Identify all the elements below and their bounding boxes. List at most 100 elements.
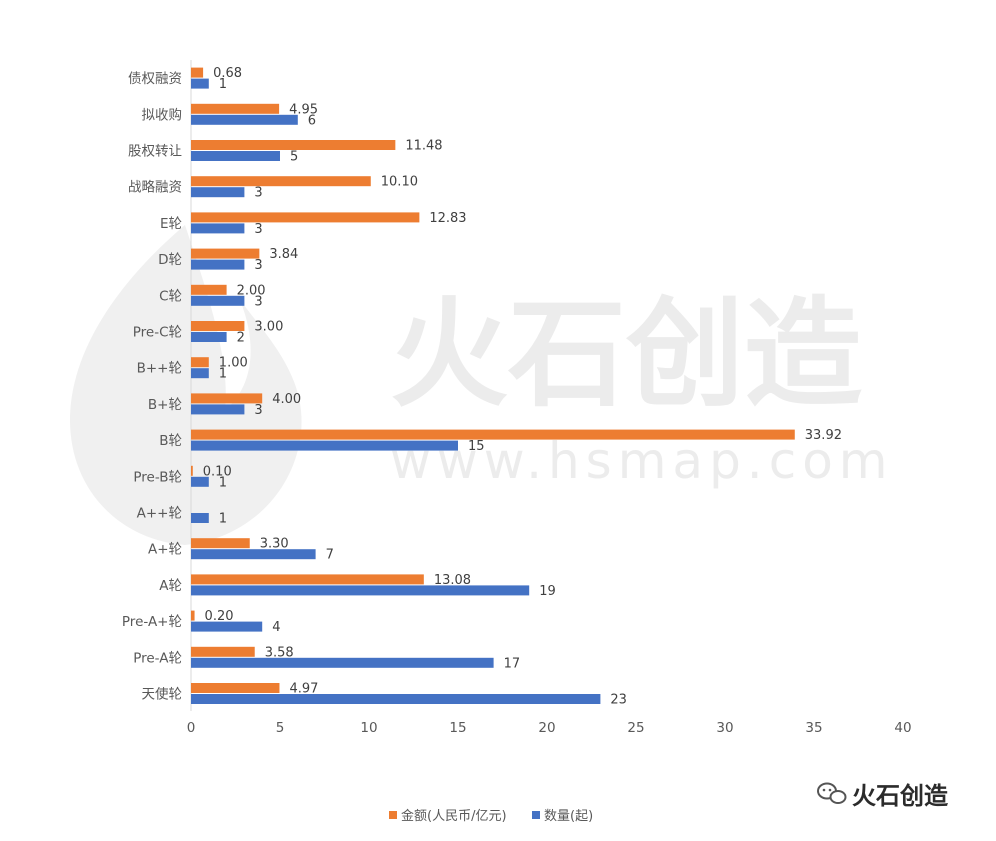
bar-amount	[191, 284, 227, 295]
data-label-amount: 1.00	[219, 356, 248, 371]
category-label: 拟收购	[142, 107, 183, 123]
data-label-count: 7	[326, 548, 334, 563]
data-label-count: 1	[219, 475, 227, 490]
category-label: 股权转让	[128, 143, 182, 160]
category-label: B++轮	[137, 361, 182, 377]
data-label-count: 1	[219, 512, 227, 527]
x-tick-label: 20	[538, 720, 555, 736]
category-label: Pre-A+轮	[122, 614, 182, 630]
data-label-count: 5	[290, 150, 298, 165]
data-label-amount: 3.30	[260, 537, 289, 552]
bar-count	[191, 187, 245, 198]
data-label-amount: 0.20	[205, 609, 234, 624]
category-label: Pre-A轮	[133, 650, 182, 666]
data-label-count: 3	[254, 403, 262, 418]
category-label: A+轮	[148, 542, 182, 558]
bar-count	[191, 259, 245, 270]
bar-amount	[191, 67, 204, 78]
bar-amount	[191, 357, 209, 368]
category-label: 债权融资	[128, 70, 182, 87]
bar-count	[191, 368, 209, 379]
data-label-count: 15	[468, 439, 485, 454]
data-label-amount: 3.00	[254, 320, 283, 335]
bar-count	[191, 476, 209, 487]
brand-text: 火石创造	[852, 782, 948, 810]
watermark-url: www.hsmap.com	[390, 432, 894, 490]
brand: 火石创造	[817, 782, 948, 810]
bar-amount	[191, 429, 795, 440]
bars	[191, 67, 795, 704]
legend-label: 数量(起)	[544, 809, 593, 824]
category-label: Pre-B轮	[133, 469, 182, 485]
bar-amount	[191, 465, 193, 476]
data-label-count: 3	[254, 258, 262, 273]
bar-count	[191, 513, 209, 523]
data-label-count: 6	[308, 113, 316, 128]
watermark: 火石创造 www.hsmap.com	[70, 225, 894, 545]
category-label: D轮	[158, 252, 182, 268]
data-label-count: 3	[254, 294, 262, 309]
category-label: Pre-C轮	[133, 325, 182, 341]
x-tick-label: 25	[627, 720, 644, 736]
data-label-amount: 12.83	[429, 211, 466, 226]
data-label-count: 4	[272, 620, 280, 635]
bar-amount	[191, 683, 280, 693]
bar-amount	[191, 212, 420, 223]
bar-count	[191, 404, 245, 415]
bar-count	[191, 78, 209, 89]
bar-count	[191, 295, 245, 306]
data-label-count: 3	[254, 186, 262, 201]
data-labels: 0.6814.95611.48510.10312.8333.8432.0033.…	[203, 66, 842, 707]
bar-count	[191, 151, 280, 161]
category-label: E轮	[160, 216, 182, 232]
data-label-count: 2	[237, 331, 245, 346]
category-label: B+轮	[148, 397, 182, 413]
bar-count	[191, 332, 227, 342]
data-label-amount: 4.97	[289, 682, 318, 697]
x-tick-label: 15	[449, 720, 466, 736]
legend-label: 金额(人民币/亿元)	[401, 808, 507, 824]
bar-count	[191, 440, 458, 451]
bar-amount	[191, 321, 245, 331]
bar-count	[191, 657, 494, 668]
data-label-amount: 0.68	[213, 66, 242, 81]
data-label-amount: 2.00	[237, 283, 266, 298]
category-label: B轮	[159, 433, 182, 449]
x-tick-label: 0	[187, 720, 196, 736]
data-label-amount: 11.48	[405, 139, 442, 154]
data-label-amount: 3.84	[269, 247, 298, 262]
bar-count	[191, 585, 530, 596]
legend-swatch	[389, 811, 397, 819]
data-label-amount: 33.92	[805, 428, 842, 443]
bar-count	[191, 621, 263, 632]
x-tick-label: 35	[805, 720, 822, 736]
data-label-count: 1	[219, 367, 227, 382]
bar-count	[191, 223, 245, 234]
bar-amount	[191, 176, 371, 187]
x-axis-ticks: 0 5 10 15 20 25 30 35 40	[187, 720, 912, 736]
bar-amount	[191, 140, 396, 150]
watermark-text: 火石创造	[390, 285, 862, 423]
bar-count	[191, 694, 601, 704]
bar-amount	[191, 610, 195, 621]
x-tick-label: 10	[360, 720, 377, 736]
category-label: C轮	[159, 288, 182, 304]
x-tick-label: 5	[276, 720, 285, 736]
category-label: A轮	[159, 578, 182, 594]
bar-amount	[191, 574, 424, 585]
data-label-amount: 10.10	[381, 175, 418, 190]
data-label-amount: 3.58	[265, 645, 294, 660]
category-label: 战略融资	[128, 180, 182, 196]
x-tick-label: 30	[716, 720, 733, 736]
data-label-count: 17	[504, 656, 521, 671]
bar-amount	[191, 646, 255, 657]
wechat-icon	[817, 782, 847, 804]
legend-swatch	[532, 811, 540, 819]
data-label-amount: 4.95	[289, 102, 318, 117]
flame-watermark-icon	[70, 225, 302, 545]
data-label-count: 1	[219, 77, 227, 92]
legend: 金额(人民币/亿元) 数量(起)	[389, 808, 593, 824]
category-label: A++轮	[137, 506, 182, 522]
